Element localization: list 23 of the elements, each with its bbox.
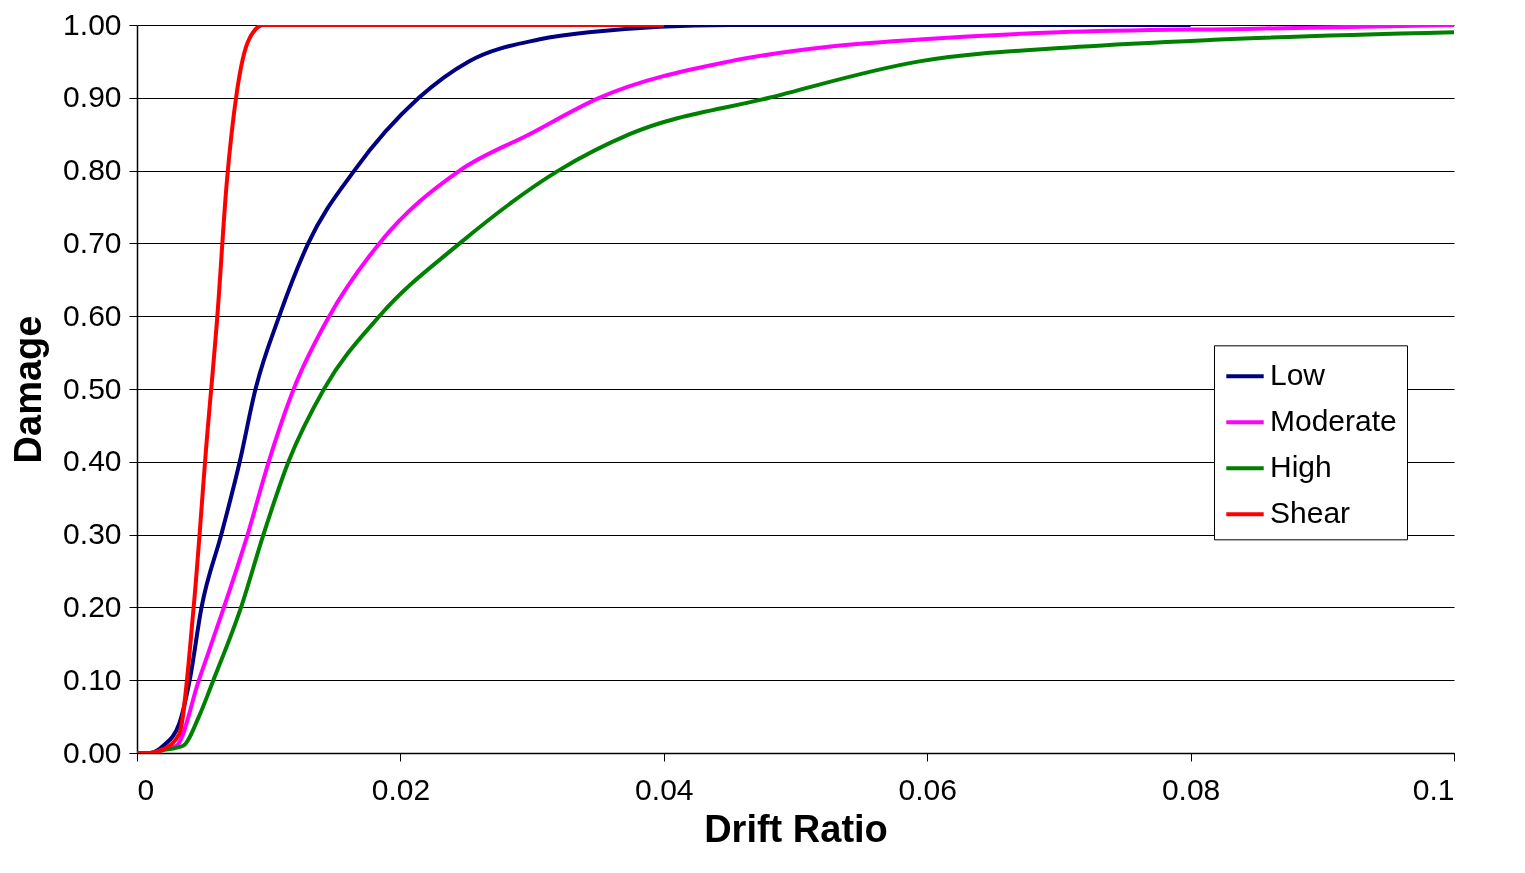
- x-tick-label: 0: [137, 772, 155, 806]
- y-tick-label: 0.20: [63, 589, 122, 623]
- legend-label: Low: [1270, 358, 1326, 392]
- legend-label: High: [1270, 450, 1332, 484]
- y-tick-label: 0.90: [63, 80, 122, 114]
- y-tick-label: 1.00: [63, 7, 122, 41]
- legend-label: Shear: [1270, 496, 1351, 530]
- x-tick-label: 0.06: [898, 772, 957, 806]
- y-tick-label: 0.60: [63, 298, 122, 332]
- x-tick-label: 0.1: [1412, 772, 1455, 806]
- y-tick-label: 0.00: [63, 735, 122, 769]
- y-tick-label: 0.50: [63, 371, 122, 405]
- y-tick-label: 0.40: [63, 444, 122, 478]
- legend-label: Moderate: [1270, 404, 1397, 438]
- y-tick-label: 0.80: [63, 153, 122, 187]
- y-tick-label: 0.30: [63, 517, 122, 551]
- y-tick-label: 0.10: [63, 662, 122, 696]
- y-tick-label: 0.70: [63, 225, 122, 259]
- y-axis-title: Damage: [7, 315, 50, 464]
- x-tick-label: 0.02: [371, 772, 431, 806]
- x-tick-label: 0.08: [1161, 772, 1221, 806]
- x-tick-label: 0.04: [635, 772, 694, 806]
- x-axis-title: Drift Ratio: [704, 807, 888, 850]
